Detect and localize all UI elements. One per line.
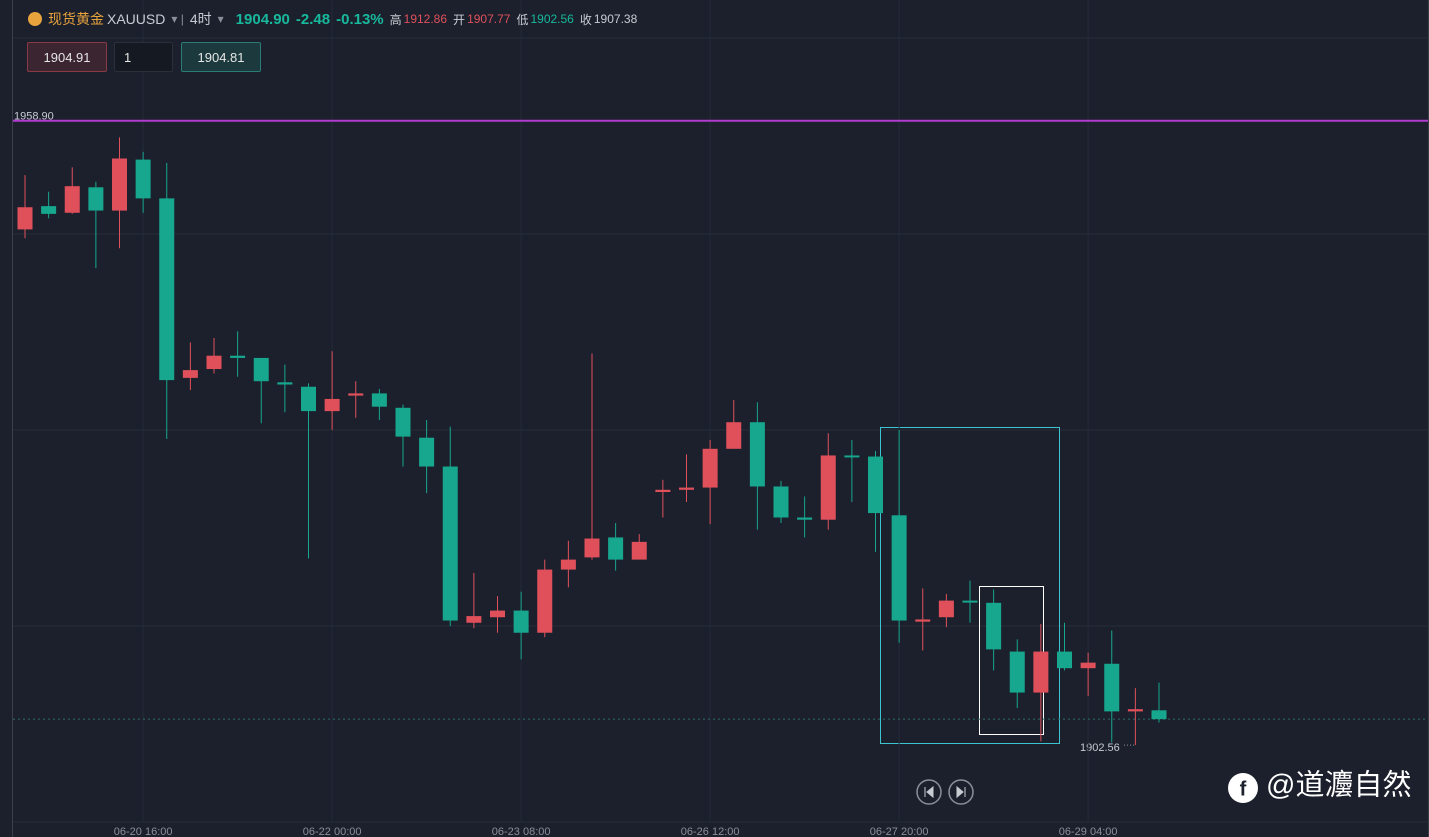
step-forward-button[interactable] [948, 779, 974, 805]
candle-body [891, 515, 907, 621]
candle-body [182, 370, 198, 378]
candle-body [442, 466, 458, 621]
candle-body [915, 619, 931, 622]
low-label: 低 [516, 12, 529, 27]
candle-body [159, 198, 175, 381]
change-pct: -0.13% [336, 10, 384, 28]
icon [924, 785, 934, 799]
candle-body [1127, 709, 1143, 712]
candle-body [986, 602, 1002, 650]
caret: ▾ | [171, 12, 184, 26]
candle-body [938, 600, 954, 618]
candle-body [773, 486, 789, 518]
candle-body [277, 382, 293, 385]
icon [956, 785, 966, 799]
gold-icon [28, 12, 42, 26]
symbol-name: 现货黄金 [48, 11, 104, 27]
candle-body [395, 407, 411, 437]
candle-body [749, 422, 765, 487]
candle-body [253, 357, 269, 382]
candle-body [1009, 651, 1025, 693]
candle-body [584, 538, 600, 558]
high: 1912.86 [403, 12, 448, 26]
candle-body [537, 569, 553, 633]
candle-body [64, 186, 80, 213]
x-tick-label: 06-23 08:00 [492, 826, 551, 837]
candle-body [702, 448, 718, 488]
min-label: 1902.56 [1080, 742, 1120, 754]
candle-body [112, 158, 127, 211]
step-back-button[interactable] [916, 779, 942, 805]
buy-button[interactable]: 1904.81 [181, 42, 261, 72]
candle-body [1104, 663, 1120, 712]
candle-body [348, 393, 364, 396]
open-label: 开 [453, 12, 466, 27]
price: 1904.90 [235, 10, 290, 28]
logo [1228, 773, 1258, 803]
interval[interactable]: 4时 [189, 11, 212, 27]
candle-body [419, 437, 435, 467]
candle-body [868, 456, 883, 514]
candle-body [490, 610, 505, 618]
open: 1907.77 [467, 12, 511, 26]
x-tick-label: 06-29 04:00 [1059, 826, 1118, 837]
candle-body [17, 207, 33, 230]
low: 1902.56 [530, 12, 574, 26]
candle-body [513, 610, 529, 633]
candle-body [301, 386, 316, 412]
candle-body [560, 559, 576, 570]
grid [13, 37, 1428, 823]
candle-body [962, 600, 978, 603]
candle-body [797, 517, 813, 520]
x-tick-label: 06-27 20:00 [870, 826, 929, 837]
candle-body [1080, 662, 1096, 669]
candle-body [371, 393, 387, 407]
candle-body [631, 541, 647, 560]
symbol[interactable]: XAUUSD [107, 11, 166, 27]
candle-body [679, 487, 694, 490]
candle-body [1057, 651, 1072, 669]
candle-body [1151, 710, 1167, 720]
highlight-box [880, 427, 1060, 744]
candle-body [206, 355, 222, 370]
candle-body [135, 159, 151, 199]
change: -2.48 [295, 10, 331, 28]
candle-body [324, 398, 340, 412]
sell-button[interactable]: 1904.91 [27, 42, 107, 72]
candle-body [608, 537, 624, 560]
quantity-input[interactable]: 1 [114, 42, 173, 72]
candle-body [88, 187, 104, 211]
candle-body [466, 616, 482, 623]
level-label: 1958.90 [14, 111, 54, 123]
candle-body [41, 206, 57, 214]
high-label: 高 [389, 12, 402, 27]
x-tick-label: 06-20 16:00 [114, 826, 173, 837]
watermark: @道灋自然 [1266, 769, 1411, 802]
close-label: 收 [579, 12, 592, 27]
close: 1907.38 [593, 12, 638, 26]
watermark-logo: f [1228, 773, 1258, 803]
logo-letter: f [1240, 778, 1247, 800]
x-tick-label: 06-26 12:00 [681, 826, 740, 837]
candle-body [820, 455, 836, 520]
candle-body [844, 455, 860, 458]
x-tick-label: 06-22 00:00 [303, 826, 362, 837]
caret: ▾ [217, 12, 224, 26]
header: 现货黄金 XAUUSD ▾ | 4时 ▾ 1904.90 -2.48 -0.13… [28, 9, 637, 29]
candle-body [655, 489, 671, 493]
replay-controls [916, 779, 974, 805]
candle-body [1033, 651, 1049, 693]
candle-body [726, 422, 742, 449]
candle-body [230, 355, 246, 358]
